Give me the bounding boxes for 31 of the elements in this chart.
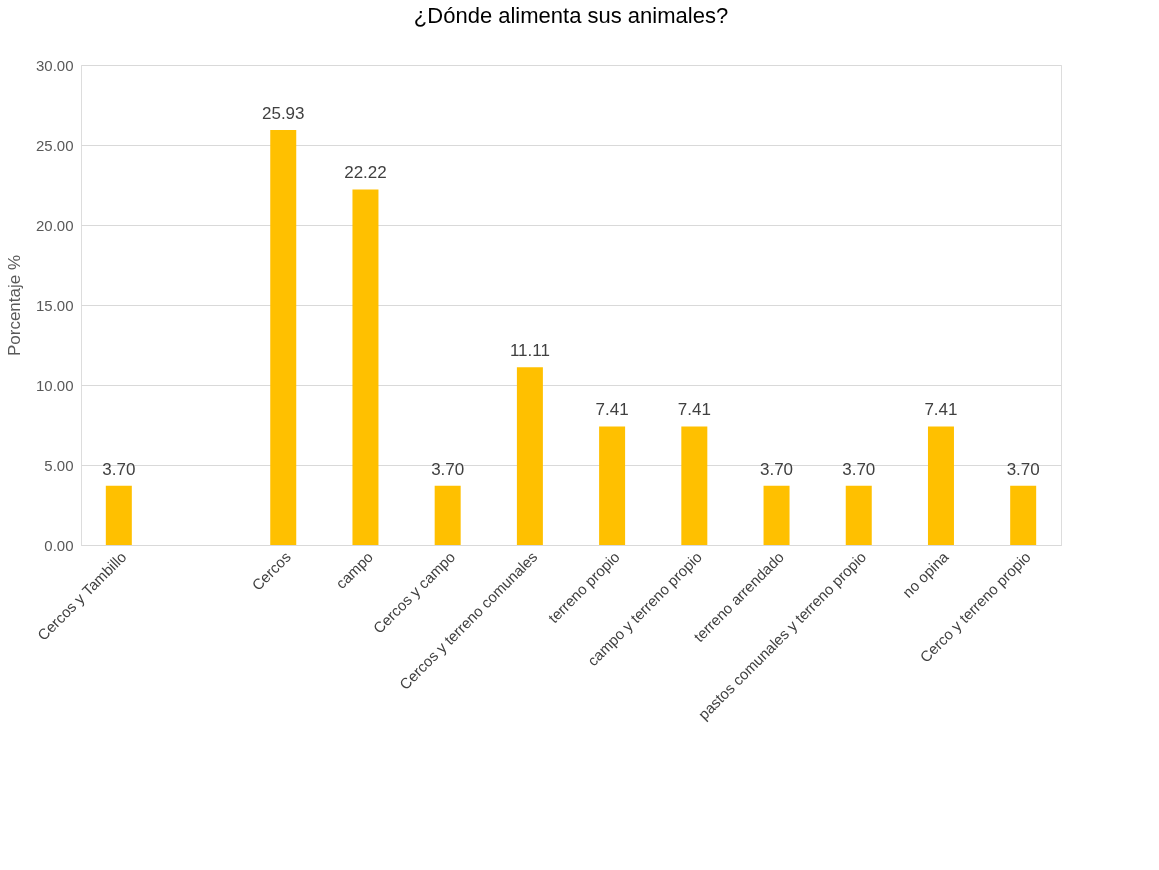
data-label: 3.70 xyxy=(1006,459,1040,479)
data-label: 7.41 xyxy=(677,400,711,420)
y-axis-title: Porcentaje % xyxy=(4,254,24,357)
bar xyxy=(927,426,954,545)
data-label: 25.93 xyxy=(261,104,305,124)
data-label: 7.41 xyxy=(595,400,629,420)
y-tick-label: 30.00 xyxy=(35,56,74,74)
data-label: 3.70 xyxy=(102,459,136,479)
bar xyxy=(105,485,132,545)
y-tick-label: 25.00 xyxy=(35,136,74,154)
y-tick-label: 10.00 xyxy=(35,376,74,394)
y-tick-label: 0.00 xyxy=(44,536,74,554)
data-label: 3.70 xyxy=(431,459,465,479)
bar xyxy=(434,485,461,545)
y-tick-label: 15.00 xyxy=(35,296,74,314)
bar xyxy=(763,485,790,545)
y-tick-label: 20.00 xyxy=(35,216,74,234)
data-label: 11.11 xyxy=(509,341,550,361)
bar xyxy=(681,426,708,545)
bar xyxy=(845,485,872,545)
bar xyxy=(352,189,379,545)
y-tick-label: 5.00 xyxy=(44,456,74,474)
bar xyxy=(270,130,297,545)
data-label: 22.22 xyxy=(344,163,387,183)
chart-title: ¿Dónde alimenta sus animales? xyxy=(413,3,729,28)
data-label: 3.70 xyxy=(842,459,876,479)
data-label: 7.41 xyxy=(924,400,958,420)
bar xyxy=(516,367,543,545)
bar xyxy=(1010,485,1037,545)
data-label: 3.70 xyxy=(759,459,794,479)
bar xyxy=(599,426,626,545)
